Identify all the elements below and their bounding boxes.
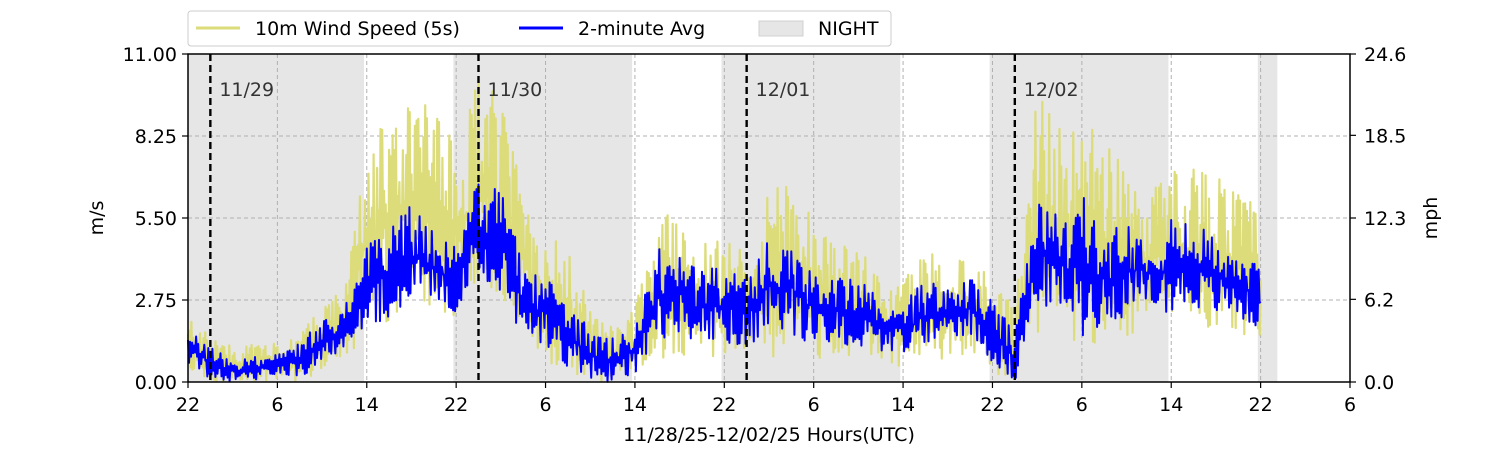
x-tick-label-6: 22: [712, 394, 736, 416]
series-line-1: [187, 183, 1262, 383]
legend-swatch-night: [758, 20, 804, 37]
x-axis-label: 11/28/25-12/02/25 Hours(UTC): [623, 424, 915, 446]
y-tick-label-right-3: 18.5: [1364, 125, 1406, 147]
day-marker-layer: 11/29 11/30 12/01 12/02: [209, 54, 1079, 382]
legend-label-2min-avg: 2-minute Avg: [578, 18, 705, 40]
day-marker-label-3: 12/02: [1024, 79, 1079, 101]
y-tick-label-left-0: 0.00: [135, 372, 177, 394]
y-tick-label-right-1: 6.2: [1364, 289, 1394, 311]
y-tick-label-left-3: 8.25: [135, 126, 177, 148]
legend-label-night: NIGHT: [818, 18, 879, 40]
x-tick-label-12: 22: [1249, 394, 1273, 416]
series-line-0: [186, 79, 1262, 383]
x-tick-label-10: 6: [1076, 394, 1088, 416]
x-tick-label-9: 22: [980, 394, 1004, 416]
x-tick-label-7: 6: [808, 394, 820, 416]
day-marker-label-2: 12/01: [756, 79, 811, 101]
x-tick-label-11: 14: [1159, 394, 1183, 416]
axes-layer: 22 6 14 22 6 14 22 6 14 22 6 14 22 6 0.00 2.75 5.50 8.25 1…: [123, 44, 1407, 416]
y-tick-label-right-2: 12.3: [1364, 208, 1406, 230]
legend-label-wind-speed: 10m Wind Speed (5s): [255, 18, 460, 40]
x-tick-label-8: 14: [891, 394, 915, 416]
y-axis-label-right: mph: [1420, 197, 1442, 240]
day-marker-label-1: 11/30: [488, 79, 543, 101]
x-tick-label-4: 6: [539, 394, 551, 416]
x-tick-label-3: 22: [444, 394, 468, 416]
y-axis-label-left: m/s: [86, 201, 108, 236]
day-marker-label-0: 11/29: [219, 79, 274, 101]
y-tick-label-left-2: 5.50: [135, 208, 177, 230]
x-tick-label-0: 22: [176, 394, 200, 416]
x-tick-label-5: 14: [623, 394, 647, 416]
x-tick-label-2: 14: [355, 394, 379, 416]
y-tick-label-right-4: 24.6: [1364, 44, 1406, 66]
y-tick-label-left-1: 2.75: [135, 290, 177, 312]
x-tick-label-13: 6: [1344, 394, 1356, 416]
series-layer: [186, 79, 1262, 383]
legend: 10m Wind Speed (5s) 2-minute Avg NIGHT: [187, 10, 892, 47]
y-tick-label-right-0: 0.0: [1364, 372, 1394, 394]
y-tick-label-left-4: 11.00: [123, 44, 177, 66]
x-tick-label-1: 6: [271, 394, 283, 416]
